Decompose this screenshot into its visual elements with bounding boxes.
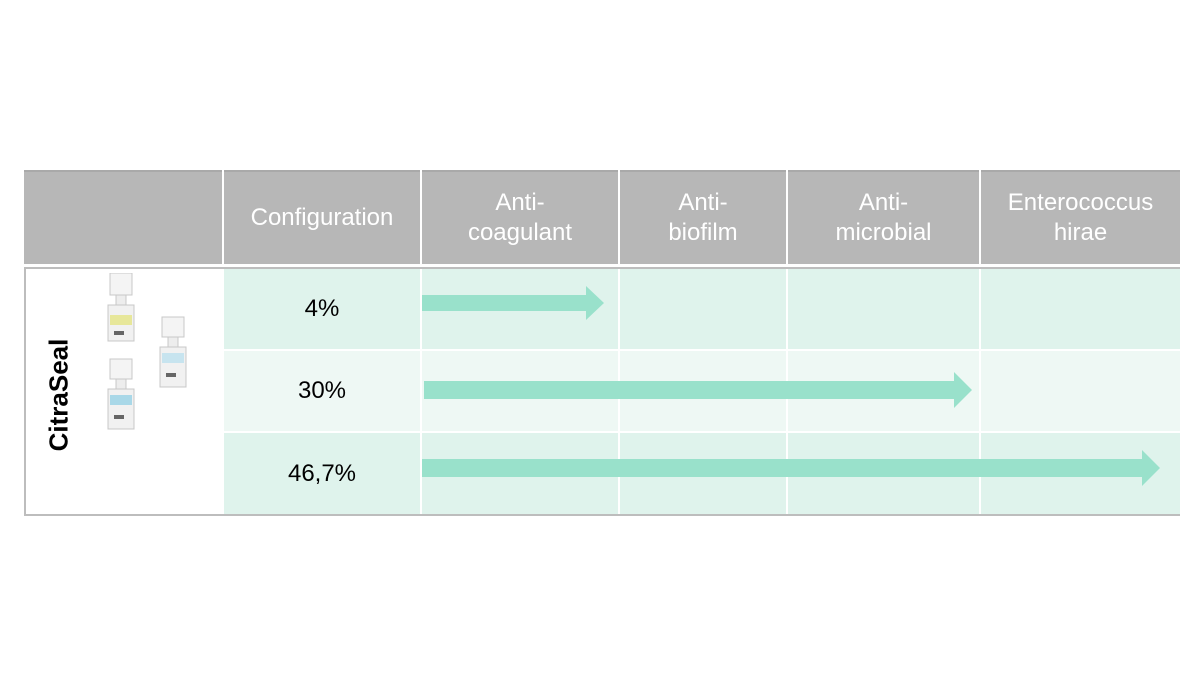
row-1-arrow: [422, 286, 604, 320]
header-divider-v: [979, 170, 981, 264]
row-1-bg: [224, 269, 1180, 349]
row-3-arrow: [422, 450, 1160, 486]
row-1-configuration: 4%: [304, 295, 340, 322]
row-2-arrow: [424, 372, 972, 408]
header-divider-v: [222, 170, 224, 264]
header-divider-v: [420, 170, 422, 264]
header-anticoagulant-label: Anti- coagulant: [467, 189, 573, 246]
header-antimicrobial-label: Anti- microbial: [835, 189, 932, 246]
table-bottom-border: [24, 514, 1180, 516]
header-empty: [24, 170, 222, 264]
header-divider-v: [618, 170, 620, 264]
coverage-arrows: [422, 286, 1160, 486]
header-antibiofilm: Anti- biofilm: [620, 170, 786, 264]
row-3-configuration: 46,7%: [287, 459, 357, 487]
vials-image: [107, 273, 187, 430]
row-divider: [224, 431, 1180, 433]
header-enterococcus: Enterococcus hirae: [981, 170, 1180, 264]
header-antibiofilm-label: Anti- biofilm: [668, 189, 738, 246]
header-configuration: Configuration: [224, 170, 420, 264]
header-configuration-label: Configuration: [250, 204, 394, 231]
header-divider-v: [786, 170, 788, 264]
header-underline: [24, 267, 1180, 269]
col-divider: [979, 269, 981, 514]
row-divider: [224, 349, 1180, 351]
col-divider: [420, 269, 422, 514]
properties-table: Configuration Anti- coagulant Anti- biof…: [24, 170, 1180, 516]
table-left-border: [24, 267, 26, 516]
row-2-configuration: 30%: [297, 377, 347, 404]
header-antimicrobial: Anti- microbial: [788, 170, 979, 264]
header-enterococcus-label: Enterococcus hirae: [1007, 189, 1154, 246]
header-divider: [24, 264, 1180, 267]
header-anticoagulant: Anti- coagulant: [422, 170, 618, 264]
